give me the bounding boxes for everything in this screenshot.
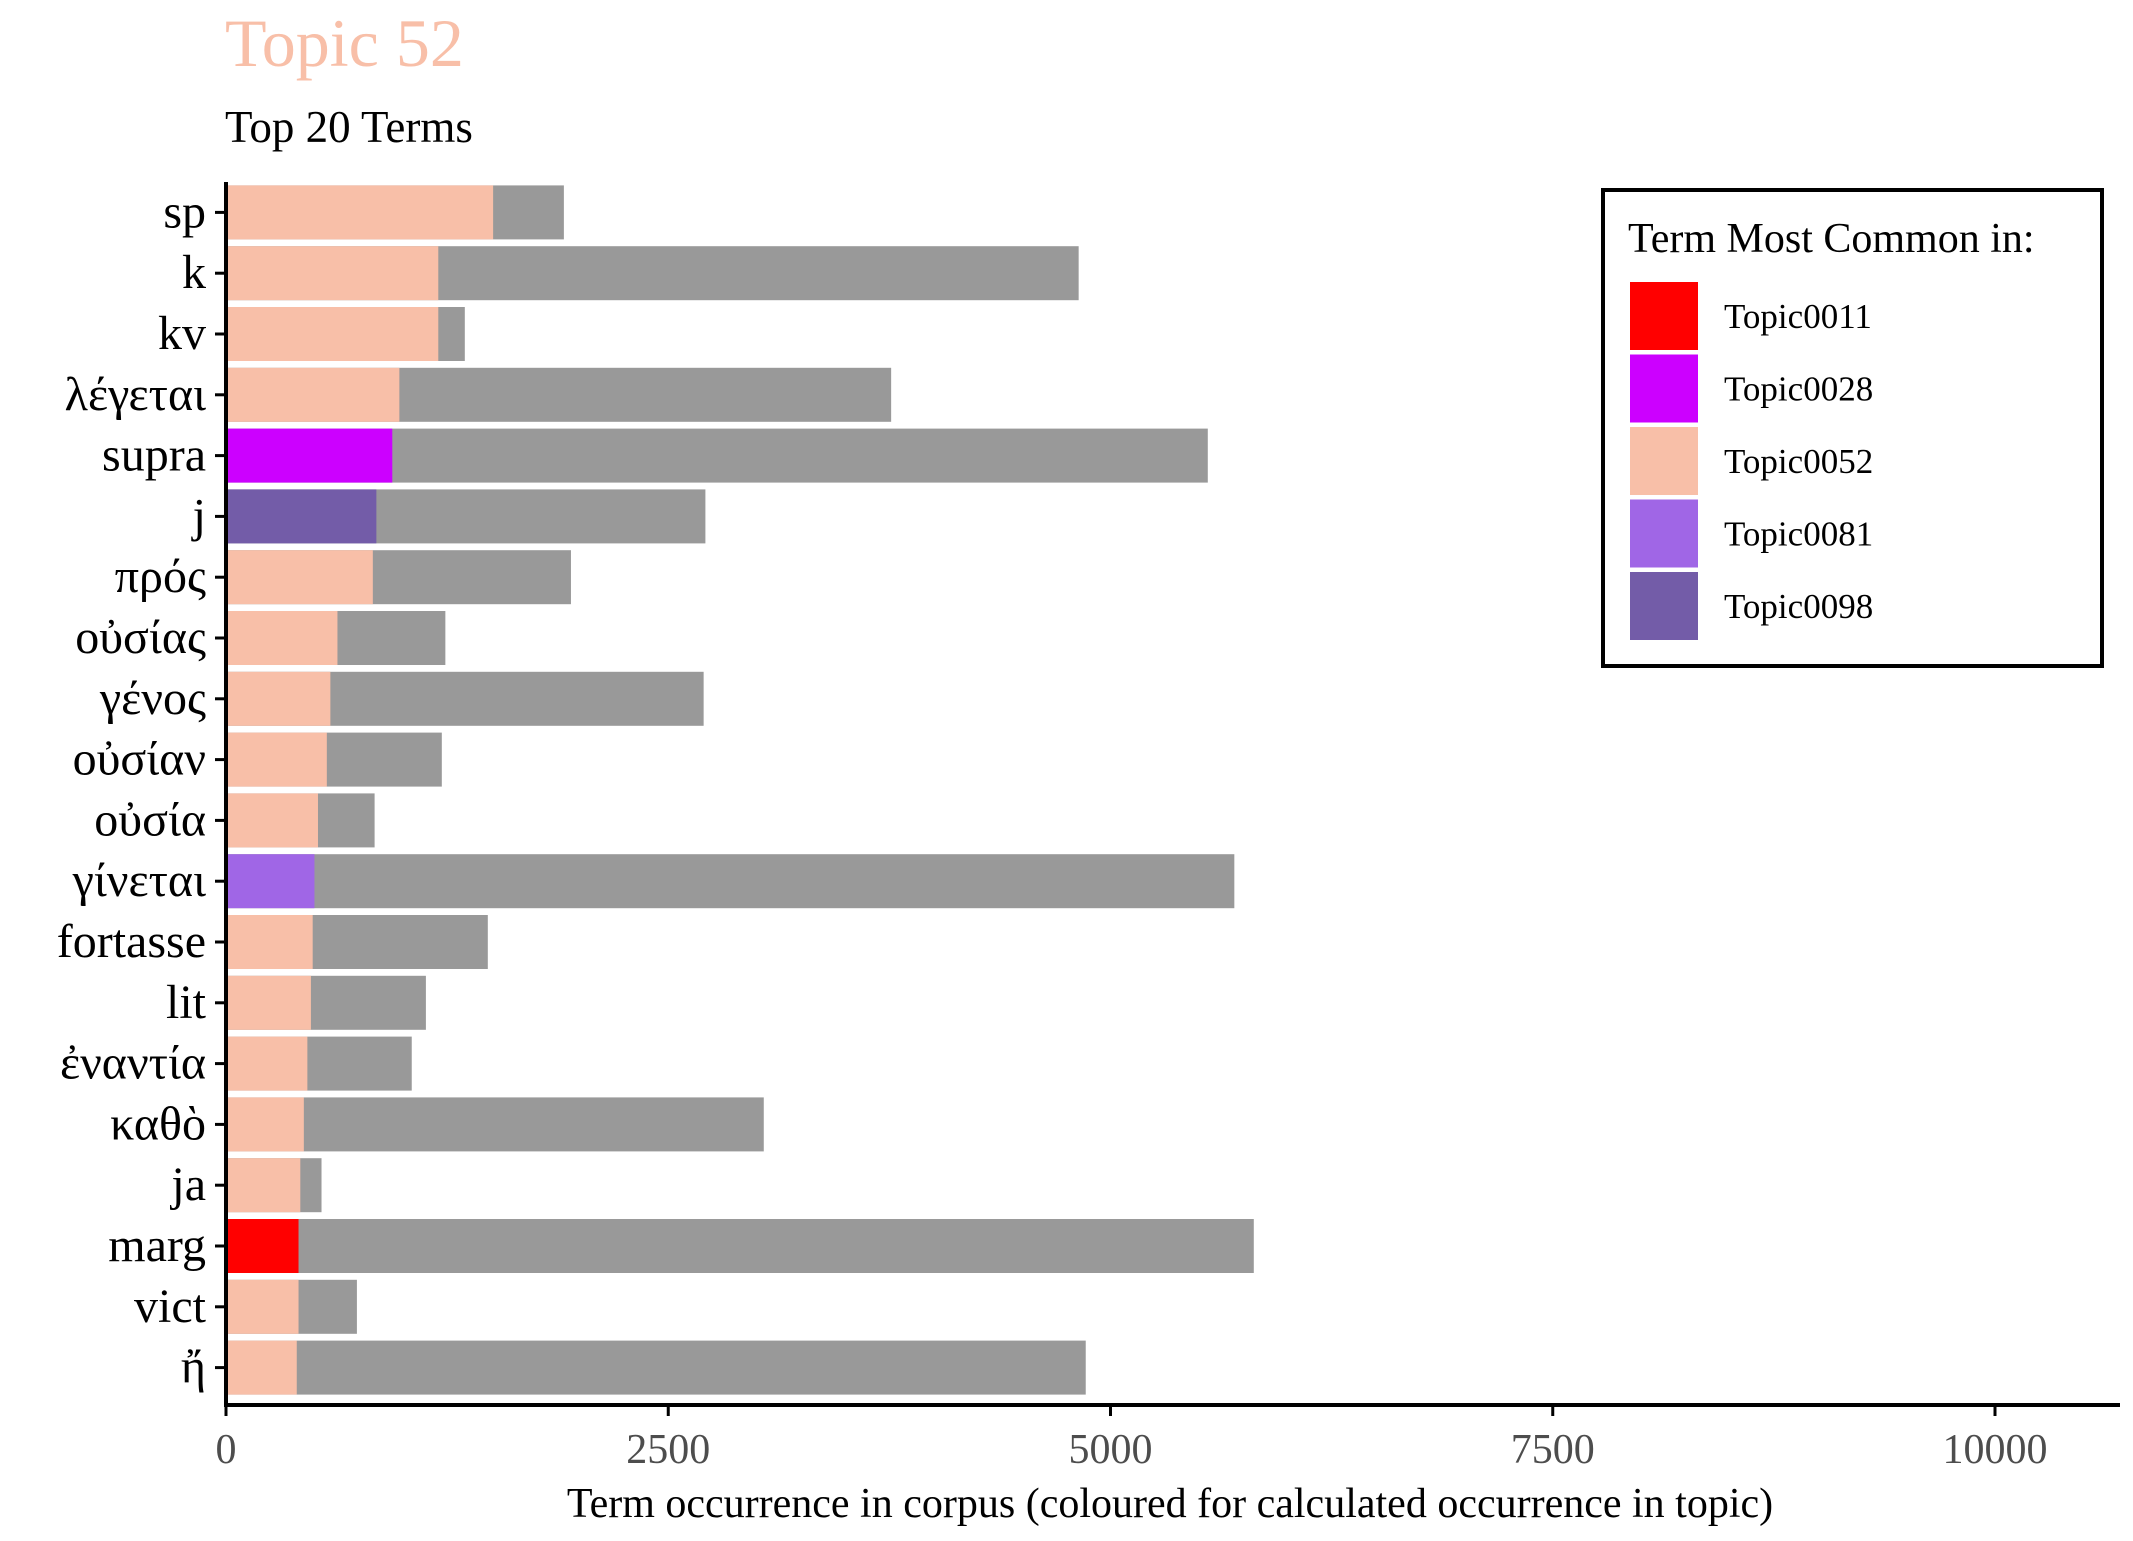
y-tick-label: fortasse <box>57 915 206 968</box>
topic-bar <box>226 854 315 909</box>
x-tick-label: 2500 <box>626 1427 710 1473</box>
x-tick-label: 0 <box>216 1427 237 1473</box>
y-tick-label: καθὸ <box>110 1097 206 1150</box>
corpus-bar <box>226 1340 1086 1395</box>
legend: Term Most Common in: Topic0011Topic0028T… <box>1601 188 2104 668</box>
y-tick-label: sp <box>163 185 206 238</box>
topic-bar <box>226 1219 299 1273</box>
topic-bar <box>226 975 311 1030</box>
y-tick-label: marg <box>108 1219 206 1272</box>
legend-label: Topic0098 <box>1724 587 1873 626</box>
legend-label: Topic0011 <box>1724 297 1872 336</box>
corpus-bar <box>226 854 1235 909</box>
topic-bar <box>226 307 439 361</box>
x-axis-label: Term occurrence in corpus (coloured for … <box>567 1481 1773 1527</box>
topic-bar <box>226 915 313 969</box>
legend-swatch <box>1630 499 1698 568</box>
topic-bars <box>226 185 494 1395</box>
topic-bar <box>226 793 318 848</box>
y-tick-label: οὐσία <box>94 793 206 846</box>
topic-bar <box>226 671 331 726</box>
topic-bar <box>226 550 373 605</box>
y-tick-label: πρός <box>115 550 206 603</box>
y-tick-label: ἤ <box>181 1341 206 1394</box>
topic-bar <box>226 428 393 483</box>
chart-title: Topic 52 <box>225 5 464 81</box>
legend-label: Topic0052 <box>1724 442 1873 481</box>
legend-swatch <box>1630 427 1698 495</box>
corpus-bar <box>226 1219 1254 1273</box>
topic-bar <box>226 185 494 240</box>
legend-swatch <box>1630 572 1698 640</box>
y-tick-label: k <box>182 246 206 299</box>
y-tick-label: ἐναντία <box>60 1037 206 1090</box>
topic-bar <box>226 1279 299 1334</box>
corpus-bar <box>226 1097 764 1152</box>
x-tick-label: 10000 <box>1943 1427 2048 1473</box>
y-axis-ticks: sp k kv λέγεται supra j πρός οὐσίας γένος οὐσίαν ο… <box>57 185 226 1394</box>
y-tick-label: οὐσίας <box>75 611 206 664</box>
chart-subtitle: Top 20 Terms <box>225 102 473 152</box>
y-tick-label: kv <box>158 307 206 360</box>
y-tick-label: οὐσίαν <box>73 733 206 786</box>
topic-bar <box>226 732 327 787</box>
legend-swatch <box>1630 354 1698 423</box>
topic-bar <box>226 1097 304 1152</box>
legend-label: Topic0081 <box>1724 515 1873 554</box>
legend-swatch <box>1630 282 1698 350</box>
y-tick-label: j <box>191 489 206 542</box>
y-tick-label: vict <box>134 1280 207 1333</box>
y-tick-label: supra <box>102 429 206 482</box>
x-axis-ticks: 0 2500 5000 7500 10000 <box>216 1405 2048 1473</box>
legend-title: Term Most Common in: <box>1628 216 2035 262</box>
x-tick-label: 5000 <box>1069 1427 1153 1473</box>
legend-label: Topic0028 <box>1724 370 1873 409</box>
corpus-bars <box>226 185 1254 1395</box>
topic-bar <box>226 246 439 301</box>
y-tick-label: ja <box>169 1158 206 1211</box>
topic-bar <box>226 367 400 422</box>
topic-bar <box>226 1340 297 1395</box>
y-tick-label: λέγεται <box>65 368 206 421</box>
topic-bar <box>226 1158 301 1213</box>
y-tick-label: γίνεται <box>72 854 206 907</box>
legend-items: Topic0011 Topic0028 Topic0052 Topic0081 Topi… <box>1630 282 1873 640</box>
x-tick-label: 7500 <box>1511 1427 1595 1473</box>
y-tick-label: γένος <box>99 672 206 725</box>
topic-bar <box>226 489 377 544</box>
topic-bar <box>226 611 338 665</box>
topic-bar <box>226 1036 308 1091</box>
y-tick-label: lit <box>166 976 207 1029</box>
